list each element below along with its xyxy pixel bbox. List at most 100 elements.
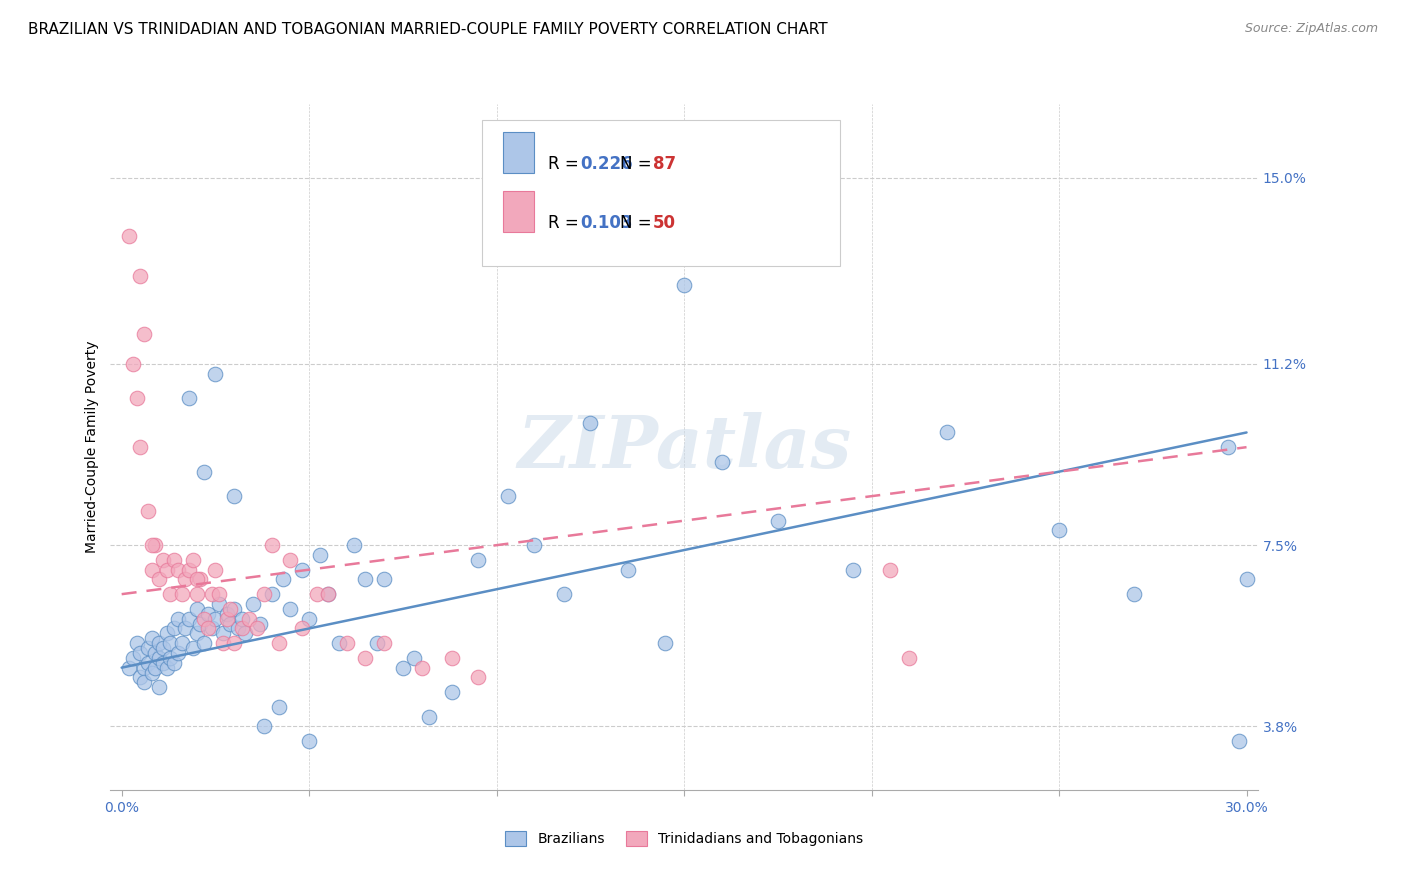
Point <box>246 622 269 636</box>
Point <box>118 660 141 674</box>
Point <box>280 602 302 616</box>
Point <box>122 651 145 665</box>
Point <box>163 656 186 670</box>
Point <box>1123 587 1146 601</box>
Point <box>298 734 321 748</box>
Point <box>328 636 350 650</box>
Point <box>366 636 388 650</box>
Point <box>159 587 181 601</box>
Text: 0.226: 0.226 <box>581 155 633 173</box>
Point <box>141 538 163 552</box>
Point <box>190 616 212 631</box>
Point <box>440 651 463 665</box>
Point <box>159 636 181 650</box>
Point <box>156 563 179 577</box>
Point <box>253 587 276 601</box>
Point <box>129 440 152 454</box>
Point <box>710 455 733 469</box>
Point <box>181 641 204 656</box>
Point <box>167 563 190 577</box>
Point <box>167 612 190 626</box>
Point <box>280 553 302 567</box>
Point <box>231 622 253 636</box>
Point <box>145 660 167 674</box>
Point <box>411 660 433 674</box>
Point <box>253 719 276 733</box>
Text: 50: 50 <box>652 214 675 232</box>
Point <box>215 607 238 621</box>
Point <box>269 636 291 650</box>
Point <box>343 538 366 552</box>
Point <box>354 573 377 587</box>
Point <box>305 587 328 601</box>
Point <box>467 553 489 567</box>
Point <box>309 548 332 562</box>
Legend: Brazilians, Trinidadians and Tobagonians: Brazilians, Trinidadians and Tobagonians <box>501 826 869 852</box>
Point <box>134 660 156 674</box>
Point <box>579 416 602 430</box>
Point <box>122 357 145 371</box>
Point <box>766 514 789 528</box>
Point <box>170 587 193 601</box>
Y-axis label: Married-Couple Family Poverty: Married-Couple Family Poverty <box>86 341 100 553</box>
Point <box>418 709 440 723</box>
Point <box>193 636 215 650</box>
Text: 87: 87 <box>652 155 676 173</box>
Point <box>129 670 152 684</box>
Point <box>219 616 242 631</box>
Point <box>159 651 181 665</box>
Point <box>129 268 152 283</box>
Point <box>170 636 193 650</box>
Point <box>224 489 246 503</box>
Point <box>145 646 167 660</box>
Point <box>467 670 489 684</box>
Point <box>179 391 201 405</box>
Point <box>392 660 415 674</box>
Text: BRAZILIAN VS TRINIDADIAN AND TOBAGONIAN MARRIED-COUPLE FAMILY POVERTY CORRELATIO: BRAZILIAN VS TRINIDADIAN AND TOBAGONIAN … <box>28 22 828 37</box>
Point <box>156 660 179 674</box>
Point <box>238 612 260 626</box>
Point <box>316 587 339 601</box>
Text: Source: ZipAtlas.com: Source: ZipAtlas.com <box>1244 22 1378 36</box>
Point <box>269 699 291 714</box>
Point <box>141 632 163 646</box>
Point <box>204 563 226 577</box>
Point <box>134 675 156 690</box>
Point <box>148 573 170 587</box>
Point <box>219 602 242 616</box>
Point <box>440 685 463 699</box>
Point <box>129 646 152 660</box>
Point <box>1047 524 1070 538</box>
Point <box>118 229 141 244</box>
Point <box>179 563 201 577</box>
Point <box>186 573 208 587</box>
Point <box>496 489 519 503</box>
Point <box>224 636 246 650</box>
Point <box>354 651 377 665</box>
Point <box>231 612 253 626</box>
Point <box>235 626 257 640</box>
Point <box>898 651 921 665</box>
Point <box>224 602 246 616</box>
Text: R =: R = <box>547 155 583 173</box>
Point <box>204 612 226 626</box>
Point <box>197 607 219 621</box>
Point <box>152 656 174 670</box>
Point <box>260 587 283 601</box>
Point <box>260 538 283 552</box>
Point <box>136 656 159 670</box>
Point <box>336 636 359 650</box>
Point <box>201 622 224 636</box>
Point <box>1227 734 1250 748</box>
Point <box>298 612 321 626</box>
Point <box>316 587 339 601</box>
Point <box>215 612 238 626</box>
Point <box>148 680 170 694</box>
Point <box>186 587 208 601</box>
Point <box>249 616 271 631</box>
Point <box>242 597 264 611</box>
Point <box>291 622 314 636</box>
Point <box>291 563 314 577</box>
Point <box>125 391 148 405</box>
Point <box>141 563 163 577</box>
